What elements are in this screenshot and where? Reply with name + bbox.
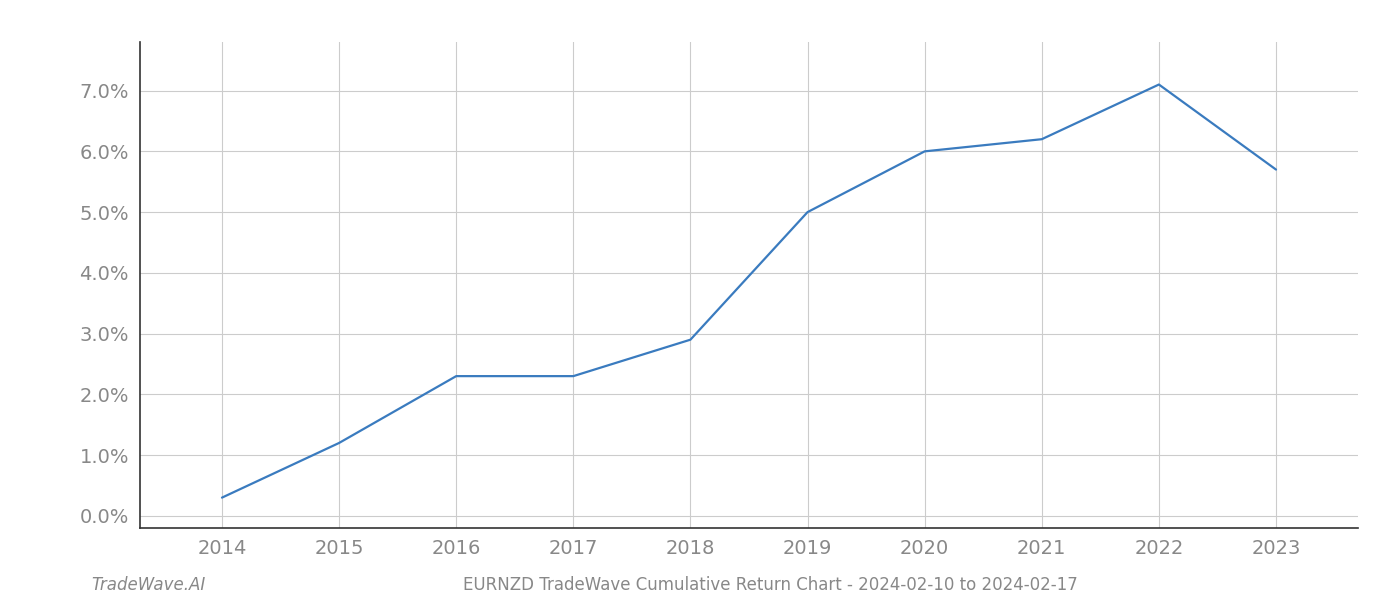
Text: EURNZD TradeWave Cumulative Return Chart - 2024-02-10 to 2024-02-17: EURNZD TradeWave Cumulative Return Chart…	[462, 576, 1078, 594]
Text: TradeWave.AI: TradeWave.AI	[91, 576, 206, 594]
